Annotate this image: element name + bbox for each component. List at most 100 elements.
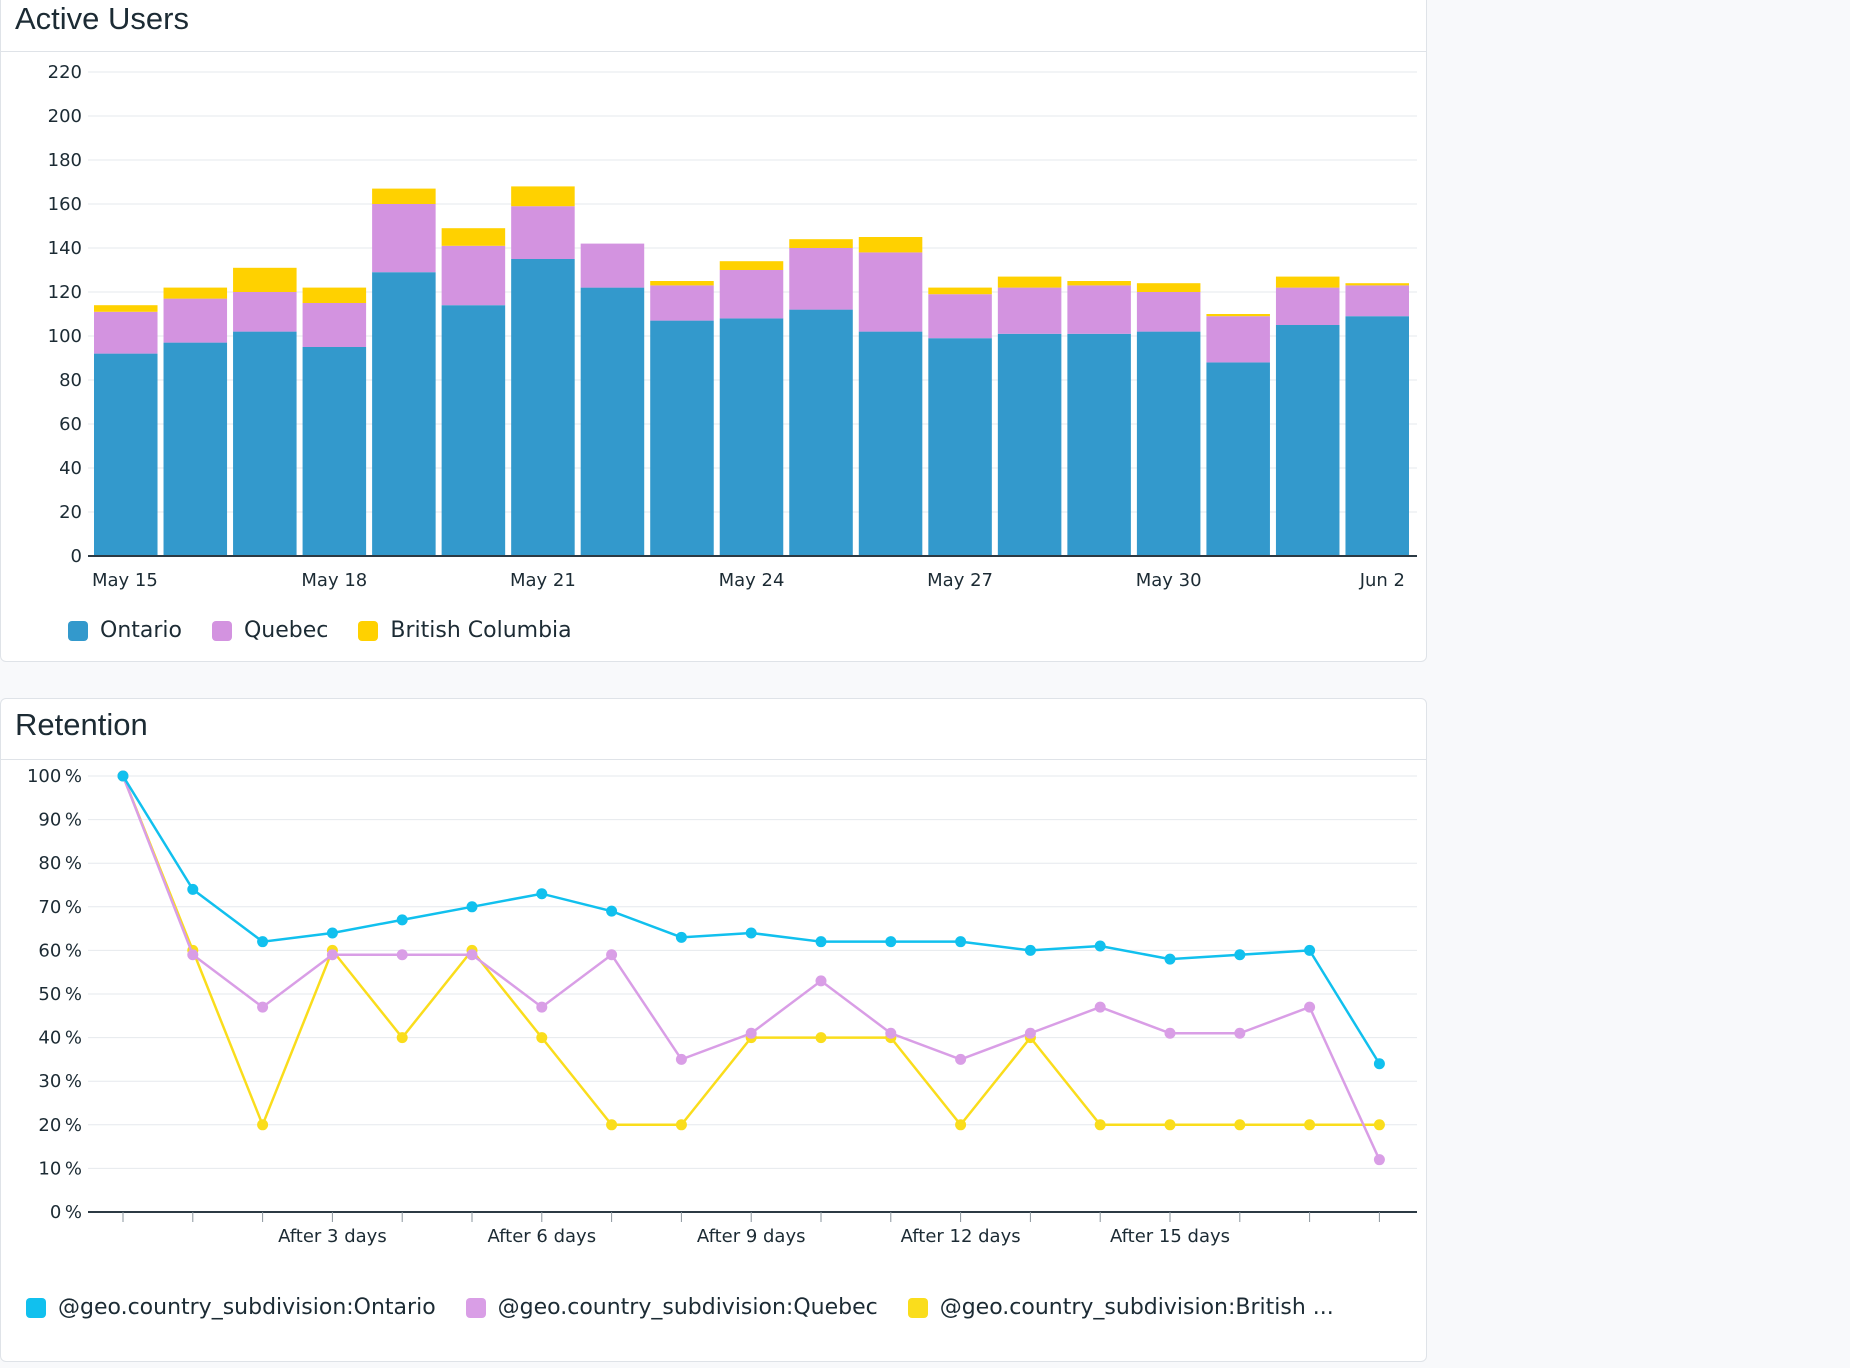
- legend-swatch: [68, 620, 88, 641]
- title-divider: [1, 51, 1426, 52]
- bar-segment: [719, 318, 784, 556]
- y-tick-label: 100 %: [27, 766, 82, 787]
- legend-label: Quebec: [243, 618, 329, 643]
- data-point: [675, 1053, 687, 1065]
- data-point: [1373, 1154, 1385, 1166]
- bar-segment: [858, 331, 923, 556]
- x-tick-label: May 30: [1136, 570, 1202, 591]
- active-users-legend: Ontario Quebec British Columbia: [68, 618, 602, 643]
- bar-segment: [1206, 314, 1270, 317]
- y-tick-label: 160: [48, 194, 82, 215]
- data-point: [466, 949, 478, 961]
- legend-label: British Columbia: [390, 618, 572, 643]
- data-point: [396, 1032, 408, 1044]
- title-divider: [1, 759, 1426, 760]
- data-point: [396, 949, 408, 961]
- x-tick-label: After 6 days: [487, 1226, 596, 1247]
- data-point: [536, 1001, 548, 1013]
- y-tick-label: 200: [48, 106, 82, 127]
- bar-segment: [163, 298, 228, 343]
- data-point: [1024, 1027, 1036, 1039]
- y-tick-label: 220: [48, 62, 82, 83]
- data-point: [187, 949, 199, 961]
- legend-item[interactable]: @geo.country_subdivision:Quebec: [465, 1295, 878, 1320]
- bar-segment: [858, 237, 923, 253]
- data-point: [1024, 944, 1036, 956]
- legend-item[interactable]: Ontario: [68, 618, 182, 643]
- y-tick-label: 80: [59, 370, 82, 391]
- y-tick-label: 70 %: [38, 897, 82, 918]
- bar-segment: [858, 252, 923, 332]
- data-point: [815, 975, 827, 987]
- y-tick-label: 0 %: [50, 1202, 82, 1223]
- bar-segment: [650, 281, 714, 286]
- legend-item[interactable]: @geo.country_subdivision:British ...: [907, 1295, 1334, 1320]
- data-point: [1094, 1119, 1106, 1131]
- legend-swatch: [358, 620, 379, 641]
- bar-segment: [719, 261, 784, 270]
- legend-item[interactable]: Quebec: [211, 618, 329, 643]
- bar-segment: [302, 303, 367, 347]
- legend-label: @geo.country_subdivision:Ontario: [58, 1295, 436, 1320]
- y-tick-label: 10 %: [38, 1158, 82, 1179]
- data-point: [466, 901, 478, 913]
- bar-segment: [372, 204, 436, 273]
- data-point: [745, 1027, 757, 1039]
- data-point: [675, 931, 687, 943]
- y-tick-label: 30 %: [38, 1071, 82, 1092]
- data-point: [396, 914, 408, 926]
- y-tick-label: 100: [48, 326, 82, 347]
- data-point: [257, 1119, 269, 1131]
- bar-segment: [1067, 285, 1131, 334]
- data-point: [606, 905, 618, 917]
- bar-segment: [997, 276, 1062, 288]
- bar-segment: [1067, 281, 1131, 286]
- bar-segment: [580, 243, 645, 288]
- retention-panel: Retention: [0, 698, 1427, 1362]
- bar-segment: [233, 267, 297, 292]
- bar-segment: [650, 320, 714, 556]
- y-tick-label: 20: [59, 502, 82, 523]
- bar-segment: [441, 228, 506, 246]
- retention-title: Retention: [15, 707, 148, 742]
- retention-chart: 0 % 10 % 20 % 30 % 40 % 50 % 60 % 70 % 80 % 90 % 1…: [27, 766, 1417, 1247]
- bar-segment: [1136, 331, 1201, 556]
- legend-swatch: [907, 1297, 928, 1318]
- data-point: [117, 770, 129, 782]
- data-point: [1373, 1058, 1385, 1070]
- data-point: [1164, 953, 1176, 965]
- legend-label: @geo.country_subdivision:British ...: [939, 1295, 1334, 1320]
- y-tick-label: 80 %: [38, 853, 82, 874]
- retention-legend: @geo.country_subdivision:Ontario @geo.cou…: [26, 1295, 1364, 1320]
- y-tick-label: 60 %: [38, 940, 82, 961]
- y-tick-label: 60: [59, 414, 82, 435]
- bar-segment: [1345, 283, 1409, 286]
- legend-swatch: [465, 1297, 486, 1318]
- bar-segment: [789, 248, 853, 310]
- x-tick-label: May 15: [92, 570, 158, 591]
- bar-segment: [233, 292, 297, 332]
- bar-segment: [928, 294, 992, 339]
- legend-item[interactable]: @geo.country_subdivision:Ontario: [26, 1295, 436, 1320]
- legend-label: @geo.country_subdivision:Quebec: [497, 1295, 878, 1320]
- data-point: [1094, 1001, 1106, 1013]
- data-point: [326, 949, 338, 961]
- active-users-chart: 0 20 40 60 80 100 120 140 160 180 200 220 May 15 May …: [48, 62, 1417, 591]
- data-point: [1304, 1119, 1316, 1131]
- series-line: [121, 775, 1381, 1161]
- bar-segment: [650, 285, 714, 321]
- data-point: [675, 1119, 687, 1131]
- data-point: [1164, 1027, 1176, 1039]
- bar-segment: [372, 188, 436, 204]
- data-point: [1234, 1119, 1246, 1131]
- bar-segment: [997, 287, 1062, 334]
- data-point: [955, 936, 967, 948]
- x-tick-label: May 21: [510, 570, 576, 591]
- x-tick-label: Jun 2: [1359, 570, 1405, 591]
- x-tick-label: May 18: [301, 570, 367, 591]
- bar-segment: [1206, 316, 1270, 363]
- bar-segment: [511, 186, 575, 207]
- data-point: [1234, 949, 1246, 961]
- bar-segment: [94, 305, 158, 312]
- legend-item[interactable]: British Columbia: [358, 618, 572, 643]
